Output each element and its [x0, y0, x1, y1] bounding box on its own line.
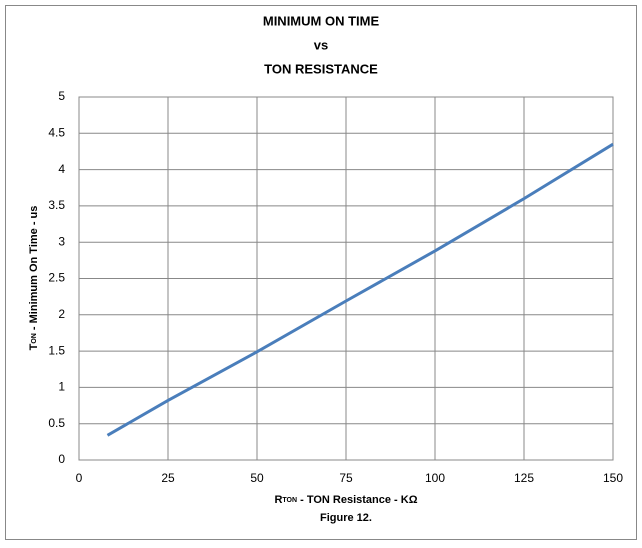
x-tick-label: 0 [76, 471, 83, 485]
y-tick-label: 4 [58, 162, 65, 176]
x-axis-label-rest: - TON Resistance - KΩ [297, 494, 418, 506]
y-tick-label: 5 [58, 89, 65, 103]
chart-title: vs [314, 37, 328, 52]
x-axis-label-main: R [274, 494, 282, 506]
x-tick-label: 25 [161, 471, 175, 485]
y-tick-label: 0.5 [48, 416, 65, 430]
y-tick-label: 1 [58, 380, 65, 394]
y-axis-label: TON - Minimum On Time - us [28, 206, 40, 351]
x-axis-label-sub: TON [282, 497, 297, 504]
data-line [106, 142, 614, 437]
chart-title: MINIMUM ON TIME [263, 13, 380, 28]
y-axis-label-rest: - Minimum On Time - us [28, 206, 40, 334]
y-tick-label: 0 [58, 452, 65, 466]
x-tick-label: 125 [514, 471, 534, 485]
plot-border [78, 96, 614, 461]
x-tick-label: 75 [339, 471, 353, 485]
y-tick-label: 2.5 [48, 271, 65, 285]
chart-title: TON RESISTANCE [264, 61, 378, 76]
y-tick-label: 4.5 [48, 125, 65, 139]
x-tick-label: 100 [425, 471, 445, 485]
y-tick-label: 2 [58, 307, 65, 321]
y-axis-label-main: T [28, 343, 40, 350]
y-axis-label-sub: ON [31, 333, 38, 344]
y-tick-label: 3 [58, 234, 65, 248]
x-tick-label: 50 [250, 471, 264, 485]
caption: Figure 12. [320, 512, 372, 524]
x-axis-label: RTON - TON Resistance - KΩ [274, 494, 417, 506]
x-tick-label: 150 [603, 471, 623, 485]
chart-border [5, 5, 637, 540]
y-tick-label: 3.5 [48, 198, 65, 212]
y-tick-label: 1.5 [48, 343, 65, 357]
